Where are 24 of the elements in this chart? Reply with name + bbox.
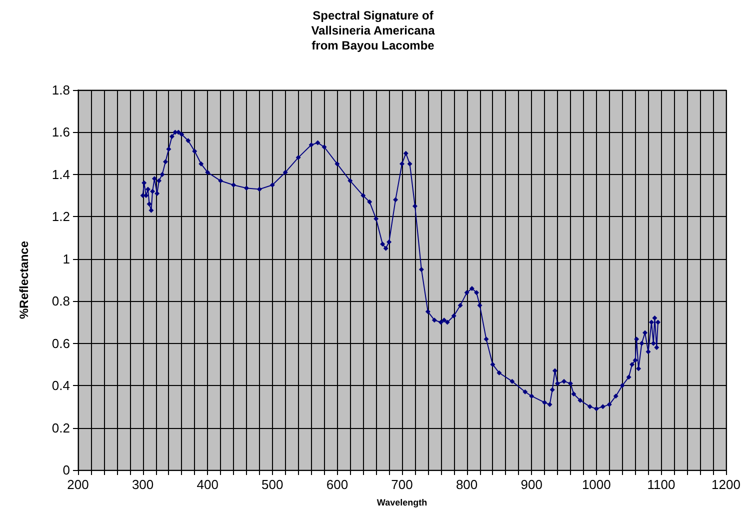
y-axis-title: %Reflectance <box>17 240 31 320</box>
y-tick-label: 1.8 <box>52 82 70 98</box>
chart-title: Spectral Signature of Vallsineria Americana from Bayou Lacombe <box>311 8 436 52</box>
y-tick-label: 1.6 <box>52 124 70 140</box>
x-tick-label: 1100 <box>647 477 676 492</box>
y-tick-label: 0.6 <box>52 336 70 351</box>
x-tick-label: 800 <box>456 477 478 492</box>
x-tick-label: 1200 <box>712 477 740 492</box>
y-tick-label: 1.2 <box>52 209 70 224</box>
x-tick-label: 1000 <box>582 477 611 492</box>
x-tick-label: 200 <box>67 477 89 492</box>
y-tick-label: 0 <box>62 462 70 478</box>
x-tick-label: 300 <box>132 477 154 492</box>
y-tick-label: 1 <box>62 251 70 266</box>
y-tick-label: 0.2 <box>52 420 70 436</box>
x-tick-label: 700 <box>391 477 413 492</box>
x-tick-label: 900 <box>520 477 542 492</box>
y-tick-label: 0.4 <box>52 378 70 394</box>
x-tick-label: 500 <box>262 477 284 492</box>
x-tick-label: 400 <box>196 477 218 492</box>
y-tick-label: 0.8 <box>52 294 70 309</box>
x-tick-label: 600 <box>326 477 348 492</box>
y-tick-label: 1.4 <box>52 166 70 182</box>
x-axis-title: Wavelength <box>376 498 428 508</box>
